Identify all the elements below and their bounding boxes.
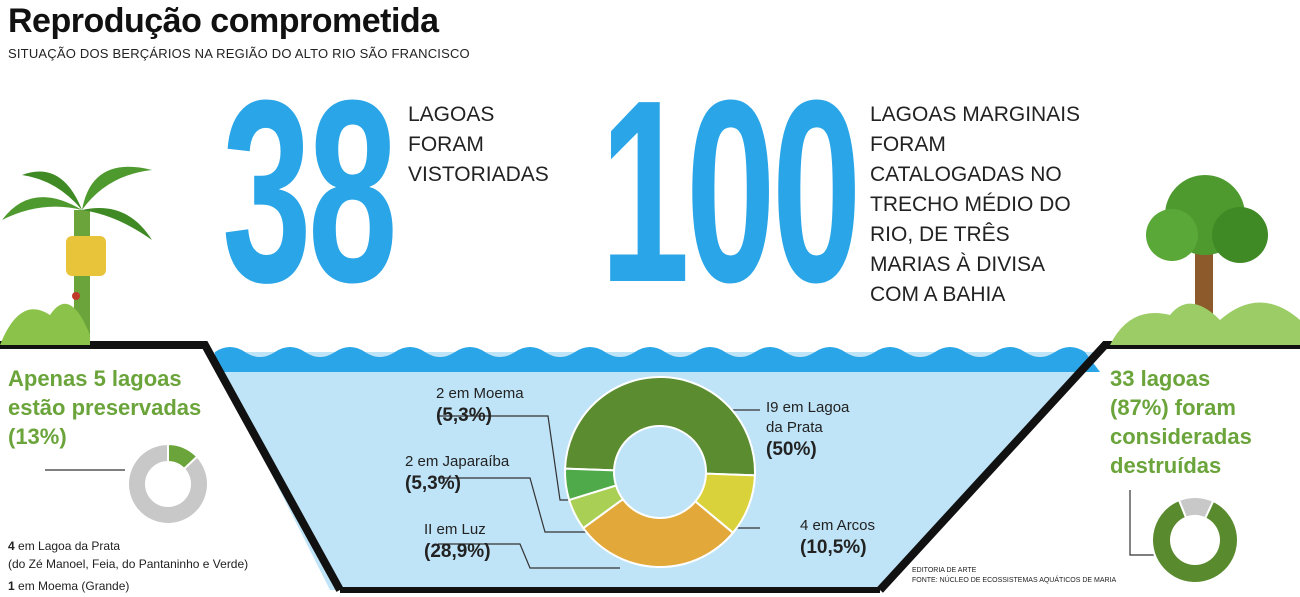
lake-water: [210, 352, 1100, 590]
stat-number-38: 38: [222, 47, 398, 337]
note-line: 33 lagoas: [1110, 366, 1211, 391]
slice-label-text: I9 em Lagoa: [766, 399, 850, 416]
note-line: destruídas: [1110, 453, 1222, 478]
stat-text-line: COM A BAHIA: [870, 283, 1006, 306]
water-surface-waves: [215, 347, 1100, 372]
main-donut-chart: [564, 376, 756, 568]
destroyed-donut-slice-1: [1177, 496, 1215, 520]
destroyed-donut-slice-0: [1151, 498, 1239, 584]
destroyed-donut-chart: [1151, 496, 1239, 584]
slice-label-luz: II em Luz (28,9%): [424, 520, 491, 562]
preserved-donut-slice-1: [127, 442, 209, 525]
stat-text-line: LAGOAS MARGINAIS: [870, 103, 1081, 126]
preserved-legend-line-2: 1 em Moema (Grande): [8, 578, 129, 594]
page-title: Reprodução comprometida: [8, 2, 439, 40]
stat-text-line: RIO, DE TRÊS: [870, 223, 1010, 246]
main-donut-slice-4: [564, 467, 618, 502]
slice-label-text: 4 em Arcos: [800, 517, 876, 534]
palm-tree-icon: [0, 166, 152, 345]
main-donut-slice-0: [564, 376, 756, 477]
preserved-legend-line-1: 4 em Lagoa da Prata: [8, 538, 120, 554]
tree-icon: [1110, 175, 1300, 345]
slice-label-text: da Prata: [766, 419, 823, 436]
stat-text-100: LAGOAS MARGINAIS FORAM CATALOGADAS NO TR…: [870, 100, 1110, 310]
stat-text-line: TRECHO MÉDIO DO: [870, 193, 1071, 216]
slice-label-pct: (5,3%): [405, 473, 461, 494]
slice-label-pct: (5,3%): [436, 405, 492, 426]
slice-label-text: II em Luz: [424, 521, 486, 538]
stat-text-38: LAGOAS FORAM VISTORIADAS: [408, 100, 608, 190]
slice-label-moema: 2 em Moema (5,3%): [436, 384, 524, 426]
stat-text-line: CATALOGADAS NO: [870, 163, 1062, 186]
main-donut-slice-2: [581, 497, 735, 568]
preserved-note: Apenas 5 lagoas estão preservadas (13%): [8, 364, 208, 451]
credits: EDITORIA DE ARTE FONTE: NÚCLEO DE ECOSSI…: [912, 566, 1116, 586]
slice-label-text: 2 em Japaraíba: [405, 453, 510, 470]
slice-label-pct: (10,5%): [800, 537, 867, 558]
page-subtitle: SITUAÇÃO DOS BERÇÁRIOS NA REGIÃO DO ALTO…: [8, 46, 470, 61]
preserved-donut-chart: [127, 442, 209, 525]
legend-text: em Moema (Grande): [14, 579, 130, 593]
legend-count: 1: [8, 579, 15, 593]
preserved-legend-sub: (do Zé Manoel, Feia, do Pantaninho e Ver…: [8, 557, 249, 571]
note-line: consideradas: [1110, 424, 1252, 449]
slice-label-text: 2 em Moema: [436, 385, 524, 402]
slice-label-japaraiba: 2 em Japaraíba (5,3%): [405, 452, 509, 494]
credit-line: EDITORIA DE ARTE: [912, 567, 977, 574]
note-line: estão preservadas: [8, 395, 202, 420]
stat-text-line: LAGOAS: [408, 103, 495, 126]
stat-number-100: 100: [600, 47, 862, 337]
slice-label-arcos: 4 em Arcos (10,5%): [800, 516, 875, 558]
stat-text-line: MARIAS À DIVISA: [870, 253, 1046, 276]
note-line: (87%) foram: [1110, 395, 1236, 420]
note-line: (13%): [8, 424, 67, 449]
destroyed-note: 33 lagoas (87%) foram consideradas destr…: [1110, 364, 1300, 480]
credit-line: FONTE: NÚCLEO DE ECOSSISTEMAS AQUÁTICOS …: [912, 577, 1117, 584]
legend-count: 4: [8, 539, 15, 553]
slice-label-lagoa-da-prata: I9 em Lagoa da Prata (50%): [766, 398, 849, 460]
legend-text: em Lagoa da Prata: [14, 539, 121, 553]
stat-text-line: VISTORIADAS: [408, 163, 549, 186]
note-line: Apenas 5 lagoas: [8, 366, 182, 391]
stat-text-line: FORAM: [408, 133, 484, 156]
slice-label-pct: (50%): [766, 439, 817, 460]
stat-text-line: FORAM: [870, 133, 946, 156]
slice-label-pct: (28,9%): [424, 541, 491, 562]
